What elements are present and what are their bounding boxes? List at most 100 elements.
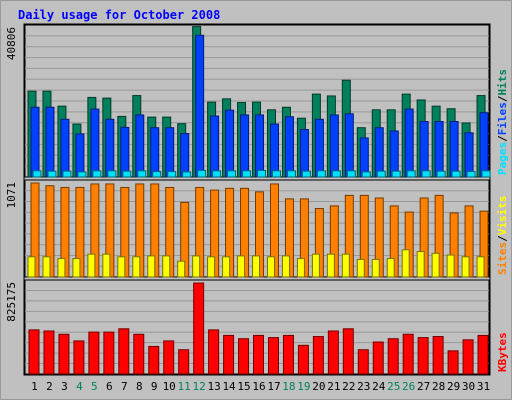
bar-files-day-9 [150, 127, 160, 178]
bar-pages-day-15 [242, 170, 252, 178]
day-label-24: 24 [372, 380, 386, 393]
bar-pages-day-3 [62, 170, 72, 178]
bar-visits-day-8 [132, 256, 141, 278]
day-label-15: 15 [237, 380, 250, 393]
bar-pages-day-20 [316, 170, 326, 178]
plot-outline [23, 23, 491, 376]
max-label-kbytes: 825175 [5, 282, 18, 322]
bar-kbytes-day-12 [193, 282, 205, 375]
bar-pages-day-10 [167, 171, 177, 178]
bar-files-day-31 [479, 112, 489, 178]
day-label-3: 3 [61, 380, 68, 393]
bar-kbytes-day-17 [267, 337, 279, 375]
bar-pages-day-4 [77, 171, 87, 178]
bar-pages-day-6 [107, 170, 117, 178]
day-label-21: 21 [327, 380, 340, 393]
bar-kbytes-day-20 [312, 336, 324, 375]
bar-kbytes-day-27 [417, 337, 429, 375]
bar-pages-day-29 [451, 170, 461, 178]
bar-files-day-13 [210, 115, 220, 178]
legend-entry: / [496, 95, 509, 102]
day-label-20: 20 [312, 380, 325, 393]
bar-files-day-10 [165, 127, 175, 178]
bar-kbytes-day-18 [282, 334, 294, 375]
bar-pages-day-13 [212, 170, 222, 178]
legend-hits-files-pages: Pages/Files/Hits [496, 69, 509, 175]
bar-kbytes-day-10 [163, 340, 175, 375]
bar-files-day-27 [419, 120, 429, 178]
bar-files-day-3 [60, 118, 70, 178]
max-label-hits-files-pages: 40806 [5, 27, 18, 60]
bar-visits-day-14 [222, 256, 231, 278]
bar-kbytes-day-14 [223, 334, 235, 375]
bar-kbytes-day-19 [297, 344, 309, 375]
bar-visits-day-29 [446, 254, 455, 278]
bar-visits-day-18 [281, 255, 290, 278]
chart-title: Daily usage for October 2008 [18, 8, 220, 22]
bar-pages-day-30 [466, 171, 476, 178]
bar-files-day-29 [449, 120, 459, 178]
legend-entry: KBytes [496, 332, 509, 372]
bar-files-day-22 [344, 113, 354, 178]
bar-visits-day-31 [476, 256, 485, 278]
bar-kbytes-day-21 [327, 330, 339, 375]
bar-files-day-6 [105, 118, 115, 178]
day-label-7: 7 [121, 380, 128, 393]
bar-pages-day-2 [47, 170, 57, 178]
bar-pages-day-28 [436, 170, 446, 178]
bar-files-day-21 [329, 114, 339, 178]
day-label-30: 30 [462, 380, 475, 393]
bar-visits-day-3 [57, 258, 66, 278]
bar-pages-day-12 [197, 169, 207, 178]
bar-files-day-11 [180, 133, 190, 178]
bar-files-day-5 [90, 108, 100, 178]
day-label-13: 13 [207, 380, 220, 393]
bar-kbytes-day-8 [133, 333, 145, 375]
bar-pages-day-19 [301, 170, 311, 178]
day-label-18: 18 [282, 380, 295, 393]
bar-files-day-16 [255, 114, 265, 178]
day-label-16: 16 [252, 380, 265, 393]
day-label-28: 28 [432, 380, 445, 393]
bar-visits-day-6 [102, 253, 111, 278]
bar-files-day-26 [404, 108, 414, 178]
day-label-6: 6 [106, 380, 113, 393]
max-label-visits-sites: 1071 [5, 182, 18, 209]
bar-files-day-28 [434, 120, 444, 178]
bar-kbytes-day-22 [342, 328, 354, 375]
bar-pages-day-9 [152, 171, 162, 178]
bar-visits-day-28 [431, 252, 440, 278]
bar-files-day-7 [120, 126, 130, 178]
bar-visits-day-23 [356, 258, 365, 278]
legend-entry: Sites [496, 242, 509, 275]
bar-files-day-8 [135, 114, 145, 178]
day-label-27: 27 [417, 380, 430, 393]
legend-entry: Pages [496, 142, 509, 175]
bar-visits-day-20 [311, 253, 320, 278]
bar-visits-day-9 [147, 255, 156, 278]
bar-kbytes-day-11 [178, 349, 190, 375]
bar-kbytes-day-9 [148, 345, 160, 375]
bar-kbytes-day-3 [58, 333, 70, 375]
bar-kbytes-day-5 [88, 331, 100, 375]
bar-pages-day-26 [406, 170, 416, 178]
bar-files-day-18 [284, 116, 294, 178]
day-label-8: 8 [136, 380, 143, 393]
day-label-26: 26 [402, 380, 415, 393]
bar-kbytes-day-7 [118, 328, 130, 375]
bar-files-day-15 [240, 114, 250, 178]
bar-pages-day-7 [122, 170, 132, 178]
bar-kbytes-day-25 [387, 338, 399, 375]
bar-visits-day-7 [117, 256, 126, 278]
bar-pages-day-22 [346, 170, 356, 178]
bar-pages-day-27 [421, 170, 431, 178]
bar-files-day-23 [359, 137, 369, 178]
bar-visits-day-25 [386, 258, 395, 278]
day-label-1: 1 [31, 380, 38, 393]
bar-visits-day-11 [177, 260, 186, 278]
bar-visits-day-24 [371, 258, 380, 278]
bar-kbytes-day-6 [103, 331, 115, 375]
bar-kbytes-day-30 [462, 339, 474, 375]
bar-kbytes-day-2 [43, 330, 55, 375]
